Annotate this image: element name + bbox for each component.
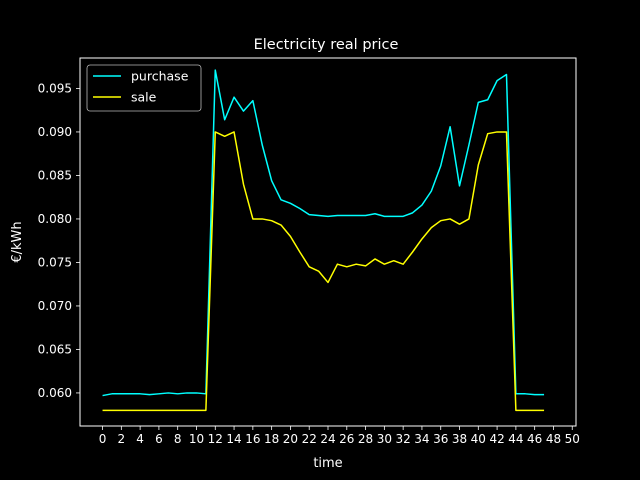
x-tick-label: 24 (320, 432, 335, 446)
x-tick-label: 26 (339, 432, 354, 446)
y-axis-label: €/kWh (10, 221, 25, 262)
x-tick-label: 14 (226, 432, 241, 446)
x-tick-label: 38 (452, 432, 467, 446)
legend-label-sale: sale (131, 90, 157, 105)
x-tick-label: 10 (189, 432, 204, 446)
x-tick-label: 30 (377, 432, 392, 446)
y-tick-label: 0.085 (38, 168, 72, 182)
x-axis-label: time (313, 456, 342, 471)
x-tick-label: 20 (283, 432, 298, 446)
y-axis-ticks: 0.060 0.065 0.070 0.075 0.080 0.085 0.090 0.095 (38, 81, 80, 400)
x-tick-label: 4 (136, 432, 144, 446)
x-tick-label: 42 (489, 432, 504, 446)
x-tick-label: 16 (245, 432, 260, 446)
series-layer (102, 69, 545, 412)
x-tick-label: 28 (358, 432, 373, 446)
legend: purchase sale (86, 64, 202, 112)
x-tick-label: 32 (396, 432, 411, 446)
series-line-purchase (102, 69, 545, 397)
y-tick-label: 0.090 (38, 125, 72, 139)
y-tick-label: 0.080 (38, 212, 72, 226)
x-tick-label: 6 (155, 432, 163, 446)
x-tick-label: 40 (471, 432, 486, 446)
x-tick-label: 12 (208, 432, 223, 446)
x-tick-label: 2 (118, 432, 126, 446)
x-axis-ticks: 0 2 4 6 8 10 12 14 16 18 20 22 24 26 28 30 32 34 36 38 40 42 4… (99, 426, 580, 446)
x-tick-label: 22 (302, 432, 317, 446)
chart-title: Electricity real price (254, 37, 399, 53)
x-tick-label: 36 (433, 432, 448, 446)
y-tick-label: 0.075 (38, 255, 72, 269)
x-tick-label: 34 (414, 432, 429, 446)
x-tick-label: 46 (527, 432, 542, 446)
y-tick-label: 0.095 (38, 81, 72, 95)
legend-label-purchase: purchase (131, 69, 189, 84)
x-tick-label: 50 (565, 432, 580, 446)
x-tick-label: 18 (264, 432, 279, 446)
x-tick-label: 8 (174, 432, 182, 446)
x-tick-label: 48 (546, 432, 561, 446)
x-tick-label: 44 (508, 432, 523, 446)
series-line-sale (102, 131, 545, 412)
y-tick-label: 0.065 (38, 342, 72, 356)
y-tick-label: 0.070 (38, 299, 72, 313)
y-tick-label: 0.060 (38, 386, 72, 400)
x-tick-label: 0 (99, 432, 107, 446)
